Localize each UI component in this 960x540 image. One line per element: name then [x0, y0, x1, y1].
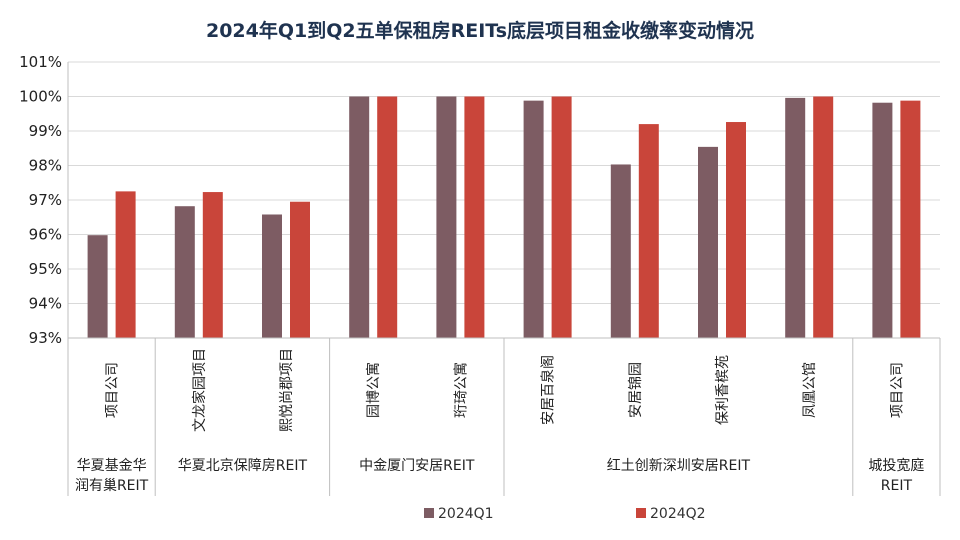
bar-2024Q2 [813, 96, 834, 338]
bar-2024Q2 [290, 201, 310, 338]
bar-2024Q1 [872, 102, 893, 339]
x-tick-label: 保利香槟苑 [715, 355, 731, 425]
bar-2024Q1 [87, 235, 108, 338]
x-tick-label: 项目公司 [889, 362, 905, 418]
y-tick-label: 98% [29, 157, 62, 175]
x-tick-label: 园博公寓 [365, 362, 382, 418]
bar-2024Q1 [174, 206, 195, 338]
group-label: REIT [881, 478, 913, 494]
legend-label: 2024Q1 [438, 506, 494, 522]
group-label: 红土创新深圳安居REIT [607, 458, 751, 474]
group-label: 润有巢REIT [75, 478, 149, 494]
y-tick-label: 100% [19, 88, 62, 106]
x-tick-label: 项目公司 [105, 362, 121, 418]
bar-2024Q1 [523, 100, 544, 338]
y-tick-label: 99% [29, 122, 62, 140]
bar-2024Q2 [464, 96, 485, 338]
bar-2024Q1 [698, 146, 718, 338]
y-axis-tick-labels: 93% 94% 95% 96% 97% 98% 99% 100% 101% [19, 53, 62, 347]
group-label: 城投宽庭 [868, 457, 924, 474]
group-label: 华夏北京保障房REIT [178, 458, 308, 474]
bar-2024Q2 [726, 122, 746, 338]
legend: 2024Q1 2024Q2 [424, 506, 706, 522]
x-axis: 项目公司 文龙家园项目 熙悦尚郡项目 园博公寓 珩琦公寓 安居百泉阁 安居锦园 保利香槟苑 凤凰… [67, 62, 941, 496]
bar-2024Q2 [377, 96, 398, 338]
y-tick-label: 96% [29, 226, 62, 244]
y-tick-label: 95% [29, 260, 62, 278]
chart-title: 2024年Q1到Q2五单保租房REITs底层项目租金收缴率变动情况 [206, 19, 754, 42]
x-tick-label: 凤凰公馆 [802, 362, 818, 418]
y-tick-label: 101% [19, 53, 62, 71]
x-tick-label: 熙悦尚郡项目 [279, 348, 295, 432]
bar-2024Q1 [262, 214, 282, 338]
grid-lines [68, 61, 940, 339]
bar-2024Q2 [551, 96, 572, 338]
group-label: 中金厦门安居REIT [359, 458, 475, 474]
bars [87, 96, 921, 339]
bar-2024Q1 [436, 96, 457, 338]
x-tick-label: 安居百泉阁 [540, 355, 557, 425]
bar-2024Q2 [900, 100, 921, 338]
legend-label: 2024Q2 [650, 506, 706, 522]
bar-2024Q2 [638, 124, 659, 338]
bar-2024Q1 [610, 164, 631, 338]
bar-2024Q1 [785, 97, 806, 338]
x-tick-label: 文龙家园项目 [191, 348, 208, 432]
bar-2024Q2 [202, 192, 223, 338]
legend-swatch [424, 508, 434, 518]
y-tick-label: 93% [29, 329, 62, 347]
y-tick-label: 94% [29, 295, 62, 313]
bar-2024Q1 [349, 96, 370, 338]
y-tick-label: 97% [29, 191, 62, 209]
x-tick-label: 珩琦公寓 [452, 362, 469, 418]
bar-2024Q2 [115, 191, 136, 338]
group-label: 华夏基金华 [77, 457, 147, 474]
legend-swatch [636, 508, 646, 518]
x-tick-label: 安居锦园 [627, 362, 644, 418]
